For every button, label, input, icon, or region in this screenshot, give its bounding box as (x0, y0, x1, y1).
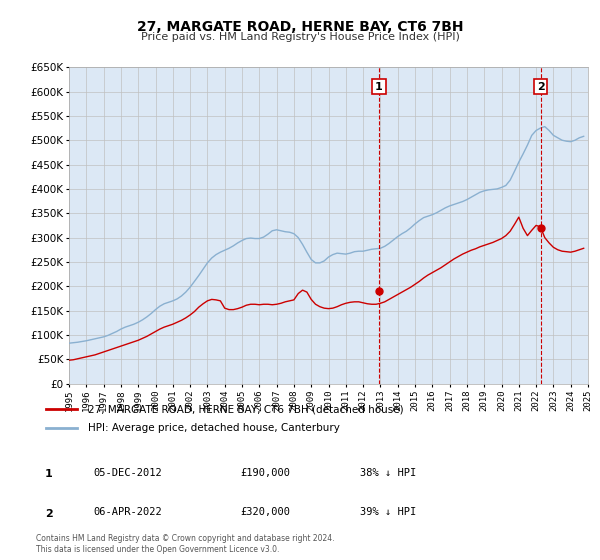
Text: 2: 2 (537, 82, 545, 92)
Text: 38% ↓ HPI: 38% ↓ HPI (360, 468, 416, 478)
Text: This data is licensed under the Open Government Licence v3.0.: This data is licensed under the Open Gov… (36, 545, 280, 554)
Text: 1: 1 (45, 469, 52, 479)
Text: 05-DEC-2012: 05-DEC-2012 (93, 468, 162, 478)
Text: 39% ↓ HPI: 39% ↓ HPI (360, 507, 416, 517)
Text: HPI: Average price, detached house, Canterbury: HPI: Average price, detached house, Cant… (88, 423, 340, 433)
Text: 06-APR-2022: 06-APR-2022 (93, 507, 162, 517)
Text: 2: 2 (45, 508, 52, 519)
Text: Price paid vs. HM Land Registry's House Price Index (HPI): Price paid vs. HM Land Registry's House … (140, 32, 460, 43)
Text: 27, MARGATE ROAD, HERNE BAY, CT6 7BH: 27, MARGATE ROAD, HERNE BAY, CT6 7BH (137, 20, 463, 34)
Text: Contains HM Land Registry data © Crown copyright and database right 2024.: Contains HM Land Registry data © Crown c… (36, 534, 335, 543)
Text: £320,000: £320,000 (240, 507, 290, 517)
Text: 1: 1 (375, 82, 383, 92)
Text: £190,000: £190,000 (240, 468, 290, 478)
Text: 27, MARGATE ROAD, HERNE BAY, CT6 7BH (detached house): 27, MARGATE ROAD, HERNE BAY, CT6 7BH (de… (88, 404, 403, 414)
